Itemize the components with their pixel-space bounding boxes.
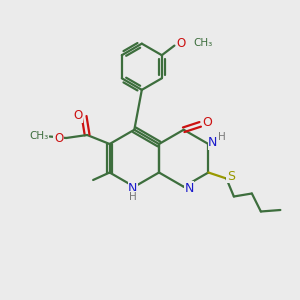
Text: O: O xyxy=(203,116,213,129)
Text: CH₃: CH₃ xyxy=(29,131,49,141)
Text: O: O xyxy=(54,131,63,145)
Text: CH₃: CH₃ xyxy=(193,38,212,48)
Text: N: N xyxy=(184,182,194,195)
Text: O: O xyxy=(176,37,186,50)
Text: N: N xyxy=(208,136,218,149)
Text: O: O xyxy=(73,109,82,122)
Text: N: N xyxy=(128,182,137,195)
Text: H: H xyxy=(129,192,137,202)
Text: H: H xyxy=(218,132,226,142)
Text: S: S xyxy=(227,169,235,183)
